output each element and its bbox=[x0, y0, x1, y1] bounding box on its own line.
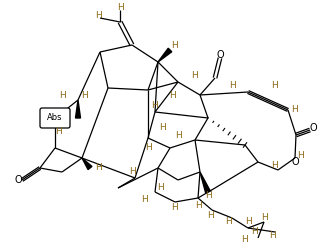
Text: H: H bbox=[245, 218, 251, 226]
Polygon shape bbox=[76, 100, 80, 118]
Text: H: H bbox=[251, 228, 258, 236]
Text: H: H bbox=[55, 128, 61, 136]
Text: O: O bbox=[291, 157, 299, 167]
Text: H: H bbox=[145, 144, 151, 152]
Text: H: H bbox=[172, 204, 178, 212]
Text: Abs: Abs bbox=[47, 114, 63, 122]
Text: H: H bbox=[169, 90, 175, 100]
Text: H: H bbox=[195, 200, 201, 209]
Text: H: H bbox=[205, 190, 211, 200]
Text: O: O bbox=[216, 50, 224, 60]
Text: H: H bbox=[152, 100, 158, 110]
Polygon shape bbox=[82, 158, 92, 170]
Text: H: H bbox=[95, 164, 101, 172]
Text: H: H bbox=[268, 230, 275, 239]
Polygon shape bbox=[200, 172, 210, 193]
Text: H: H bbox=[95, 12, 101, 20]
Text: H: H bbox=[297, 150, 303, 160]
Text: H: H bbox=[262, 214, 268, 222]
Text: H: H bbox=[59, 92, 65, 100]
Text: O: O bbox=[14, 175, 22, 185]
Text: H: H bbox=[172, 42, 178, 50]
Text: H: H bbox=[292, 106, 298, 114]
Text: H: H bbox=[157, 184, 164, 192]
Text: H: H bbox=[272, 160, 278, 170]
Text: H: H bbox=[117, 2, 123, 12]
FancyBboxPatch shape bbox=[40, 108, 70, 128]
Text: H: H bbox=[142, 196, 148, 204]
Text: H: H bbox=[242, 236, 249, 244]
Text: H: H bbox=[272, 80, 278, 90]
Text: H: H bbox=[192, 70, 198, 80]
Text: O: O bbox=[309, 123, 317, 133]
Text: H: H bbox=[207, 210, 214, 220]
Text: H: H bbox=[81, 90, 87, 100]
Text: H: H bbox=[129, 168, 135, 176]
Polygon shape bbox=[158, 48, 172, 62]
Text: H: H bbox=[230, 80, 236, 90]
Text: H: H bbox=[225, 218, 232, 226]
Text: H: H bbox=[159, 124, 165, 132]
Text: H: H bbox=[175, 130, 181, 140]
